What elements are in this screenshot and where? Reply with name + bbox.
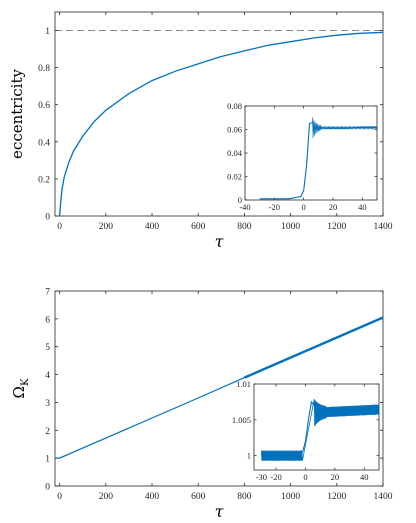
y-tick-label: 0 (45, 213, 50, 223)
y-tick-label: 2 (45, 427, 50, 437)
y-tick-label: 0 (45, 483, 50, 493)
y-tick-label: 0.8 (38, 64, 50, 74)
inset-y-tick-label: 1 (247, 451, 251, 461)
x-tick-label: 1200 (327, 222, 346, 232)
y-tick-label: 0.4 (38, 138, 50, 148)
y-tick-label: 0.6 (38, 101, 50, 111)
x-tick-label: 1000 (281, 492, 300, 502)
eccentricity-line (58, 31, 384, 217)
inset-x-tick-label: 20 (331, 472, 340, 482)
inset-y-tick-label: 0.08 (227, 101, 242, 111)
x-tick-label: 800 (237, 222, 252, 232)
x-axis-label: τ (215, 502, 225, 521)
x-tick-label: 1000 (281, 222, 300, 232)
y-tick-label: 7 (45, 288, 50, 298)
x-tick-label: 400 (145, 222, 160, 232)
inset-x-tick-label: 0 (303, 472, 307, 482)
inset-oscillation (261, 398, 380, 461)
x-tick-label: 600 (191, 492, 206, 502)
inset-x-tick-label: -30 (256, 472, 267, 482)
inset-x-tick-label: -20 (270, 472, 281, 482)
y-axis-label-main: Ω (10, 386, 28, 398)
y-axis-label-sub: K (20, 378, 31, 386)
inset-x-tick-label: 20 (329, 202, 338, 212)
inset-y-tick-label: 1.01 (236, 379, 251, 389)
y-axis-label: ΩK (10, 378, 31, 398)
x-tick-label: 0 (57, 492, 62, 502)
inset-x-tick-label: 40 (358, 202, 367, 212)
x-tick-label: 200 (99, 492, 114, 502)
y-tick-label: 3 (45, 399, 50, 409)
x-tick-label: 600 (191, 222, 206, 232)
y-tick-label: 0.2 (38, 175, 50, 185)
top-panel: 00.20.40.60.810 200 400 600 800 1000 1200 1400τ… (8, 11, 393, 251)
inset-y-tick-label: 0.02 (227, 172, 242, 182)
x-axis-label: τ (215, 232, 225, 251)
x-tick-label: 1400 (374, 492, 393, 502)
inset-frame (244, 105, 378, 201)
inset-y-tick-label: 0 (238, 195, 242, 205)
inset-x-tick-label: -20 (269, 202, 280, 212)
x-tick-label: 0 (57, 222, 62, 232)
x-tick-label: 200 (99, 222, 114, 232)
y-tick-label: 4 (45, 371, 50, 381)
inset-x-tick-label: 0 (302, 202, 306, 212)
y-tick-label: 1 (45, 455, 50, 465)
x-tick-label: 800 (237, 492, 252, 502)
y-tick-label: 1 (45, 27, 50, 37)
y-tick-label: 6 (45, 315, 50, 325)
plot-frame (54, 11, 384, 217)
inset-oscillation (312, 117, 377, 139)
y-axis-label: eccentricity (8, 69, 26, 159)
inset-y-tick-label: 0.04 (227, 148, 243, 158)
y-tick-label: 5 (45, 343, 50, 353)
inset-y-tick-label: 1.005 (232, 415, 251, 425)
plot-frame (54, 290, 384, 487)
x-tick-label: 1400 (374, 222, 393, 232)
inset-x-tick-label: 40 (360, 472, 369, 482)
inset-y-tick-label: 0.06 (227, 125, 242, 135)
inset-x-tick-label: -40 (239, 202, 250, 212)
omega-line-band (243, 316, 384, 379)
x-tick-label: 1200 (327, 492, 346, 502)
x-tick-label: 400 (145, 492, 160, 502)
